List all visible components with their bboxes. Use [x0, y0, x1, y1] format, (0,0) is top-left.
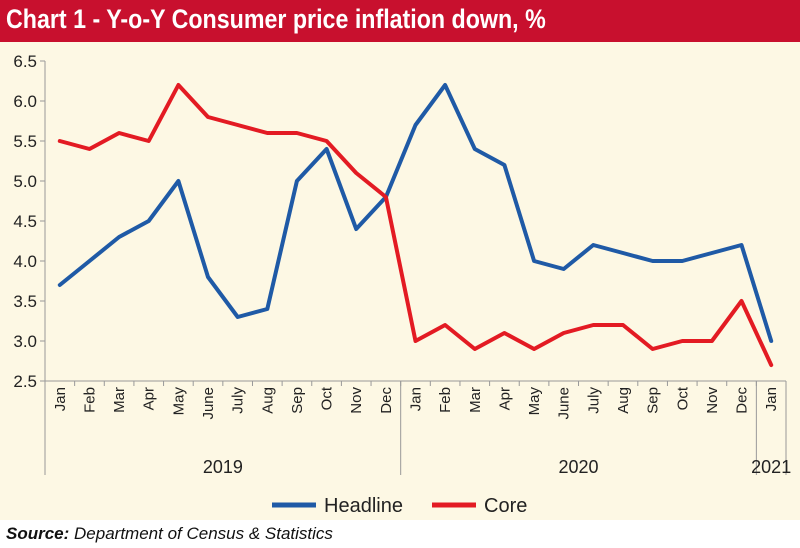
- x-tick-label: July: [585, 387, 602, 414]
- x-tick-label: May: [170, 387, 187, 416]
- chart-title: Chart 1 - Y-o-Y Consumer price inflation…: [6, 4, 546, 34]
- x-tick-label: Dec: [734, 387, 751, 414]
- x-tick-label: June: [200, 387, 217, 420]
- x-tick-label: Nov: [704, 387, 721, 414]
- x-tick-label: Aug: [259, 387, 276, 414]
- source-text: Department of Census & Statistics: [74, 524, 333, 543]
- x-tick-label: Nov: [348, 387, 365, 414]
- series-line-core: [57, 83, 774, 367]
- x-tick-label: Feb: [437, 387, 454, 413]
- chart-area: 2.5 3.0 3.5 4.0 4.5 5.0 5.5 6.0 6.5 Jan Feb Mar Apr M…: [0, 42, 800, 520]
- y-tick-label: 6.5: [13, 52, 37, 71]
- year-label: 2020: [558, 457, 598, 477]
- chart-title-bar: Chart 1 - Y-o-Y Consumer price inflation…: [0, 0, 800, 42]
- line-chart: 2.5 3.0 3.5 4.0 4.5 5.0 5.5 6.0 6.5 Jan Feb Mar Apr M…: [13, 52, 791, 517]
- source-label: Source:: [6, 524, 70, 543]
- x-tick-label: Sep: [645, 387, 662, 414]
- y-tick-label: 4.0: [13, 252, 37, 271]
- x-tick-label: May: [526, 387, 543, 416]
- x-tick-label: Mar: [467, 387, 484, 413]
- y-tick-label: 5.0: [13, 172, 37, 191]
- x-tick-label: Mar: [111, 387, 128, 413]
- y-tick-label: 4.5: [13, 212, 37, 231]
- x-tick-label: Dec: [378, 387, 395, 414]
- y-tick-label: 2.5: [13, 372, 37, 391]
- source-note: Source: Department of Census & Statistic…: [6, 524, 333, 544]
- y-tick-label: 6.0: [13, 92, 37, 111]
- x-tick-label: Jan: [408, 387, 425, 411]
- x-tick-label: Jan: [763, 387, 780, 411]
- x-tick-label: June: [556, 387, 573, 420]
- year-label: 2021: [751, 457, 791, 477]
- x-tick-label: Aug: [615, 387, 632, 414]
- x-tick-label: Apr: [496, 387, 513, 410]
- x-tick-label: Oct: [674, 386, 691, 410]
- y-tick-label: 5.5: [13, 132, 37, 151]
- x-tick-label: July: [230, 387, 247, 414]
- legend-label-headline: Headline: [324, 495, 403, 517]
- y-tick-label: 3.5: [13, 292, 37, 311]
- y-tick-label: 3.0: [13, 332, 37, 351]
- x-tick-label: Apr: [141, 387, 158, 410]
- series-line-headline: [57, 83, 774, 343]
- x-tick-label: Jan: [52, 387, 69, 411]
- x-tick-label: Sep: [289, 387, 306, 414]
- year-label: 2019: [203, 457, 243, 477]
- x-tick-label: Feb: [81, 387, 98, 413]
- legend-label-core: Core: [484, 495, 527, 517]
- x-tick-label: Oct: [319, 386, 336, 410]
